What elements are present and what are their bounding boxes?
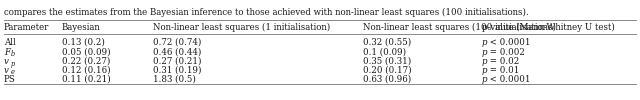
Text: compares the estimates from the Bayesian inference to those achieved with non-li: compares the estimates from the Bayesian…	[4, 8, 529, 17]
Text: Non-linear least squares (1 initialisation): Non-linear least squares (1 initialisati…	[153, 23, 330, 32]
Text: Bayesian: Bayesian	[62, 23, 100, 32]
Text: F: F	[4, 48, 10, 57]
Text: All: All	[4, 38, 16, 47]
Text: p: p	[482, 38, 488, 47]
Text: v: v	[4, 57, 9, 66]
Text: 0.31 (0.19): 0.31 (0.19)	[153, 66, 202, 75]
Text: PS: PS	[4, 75, 16, 84]
Text: < 0.0001: < 0.0001	[487, 75, 531, 84]
Text: p: p	[482, 57, 488, 66]
Text: 0.63 (0.96): 0.63 (0.96)	[363, 75, 412, 84]
Text: 1.83 (0.5): 1.83 (0.5)	[153, 75, 196, 84]
Text: 0.20 (0.17): 0.20 (0.17)	[363, 66, 412, 75]
Text: p: p	[482, 75, 488, 84]
Text: < 0.0001: < 0.0001	[487, 38, 531, 47]
Text: 0.27 (0.21): 0.27 (0.21)	[153, 57, 202, 66]
Text: 0.22 (0.27): 0.22 (0.27)	[62, 57, 110, 66]
Text: v: v	[4, 66, 9, 75]
Text: b: b	[10, 50, 15, 58]
Text: Parameter: Parameter	[4, 23, 49, 32]
Text: 0.72 (0.74): 0.72 (0.74)	[153, 38, 202, 47]
Text: Non-linear least squares (100 initialisations): Non-linear least squares (100 initialisa…	[363, 23, 556, 32]
Text: 0.05 (0.09): 0.05 (0.09)	[62, 48, 111, 57]
Text: 0.13 (0.2): 0.13 (0.2)	[62, 38, 105, 47]
Text: 0.35 (0.31): 0.35 (0.31)	[363, 57, 412, 66]
Text: p: p	[10, 60, 15, 68]
Text: p-value (Mann-Whitney U test): p-value (Mann-Whitney U test)	[482, 23, 615, 32]
Text: 0.11 (0.21): 0.11 (0.21)	[62, 75, 111, 84]
Text: = 0.01: = 0.01	[487, 66, 520, 75]
Text: p: p	[482, 48, 488, 57]
Text: 0.46 (0.44): 0.46 (0.44)	[153, 48, 202, 57]
Text: = 0.02: = 0.02	[487, 57, 519, 66]
Text: 0.1 (0.09): 0.1 (0.09)	[363, 48, 406, 57]
Text: = 0.002: = 0.002	[487, 48, 525, 57]
Text: 0.32 (0.55): 0.32 (0.55)	[363, 38, 412, 47]
Text: e: e	[10, 68, 14, 76]
Text: 0.12 (0.16): 0.12 (0.16)	[62, 66, 111, 75]
Text: p: p	[482, 66, 488, 75]
